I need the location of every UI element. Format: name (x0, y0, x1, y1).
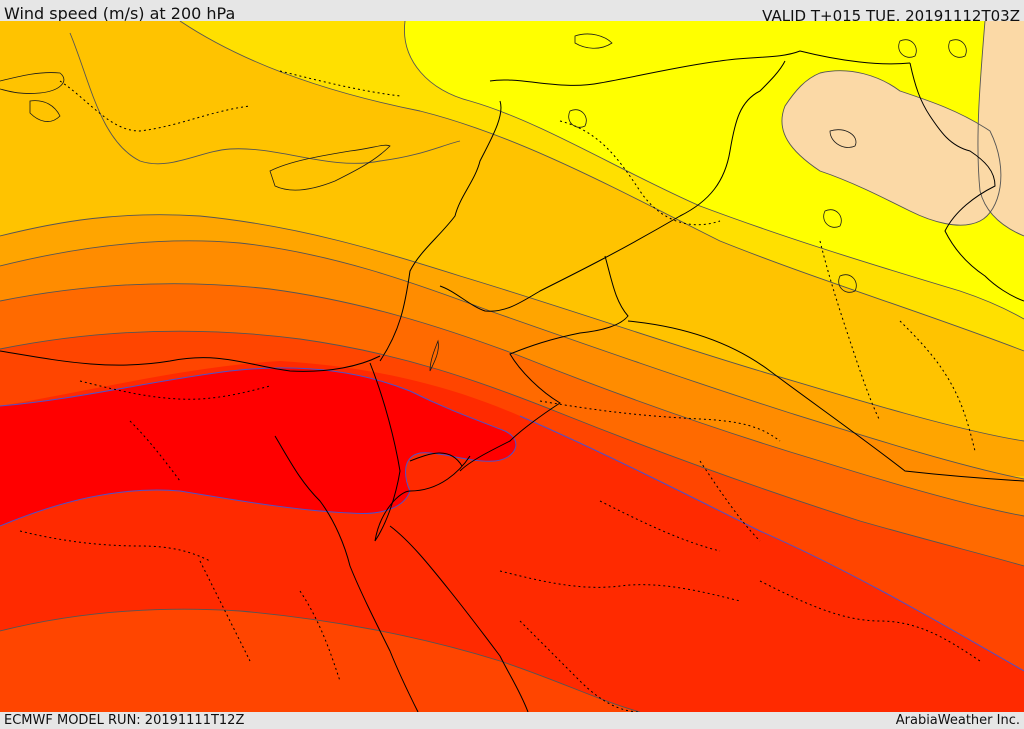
footer-bar: ECMWF MODEL RUN: 20191111T12Z ArabiaWeat… (0, 712, 1024, 729)
map-title: Wind speed (m/s) at 200 hPa (4, 4, 236, 23)
contour-lines (0, 21, 1024, 712)
header-bar: Wind speed (m/s) at 200 hPa VALID T+015 … (0, 0, 1024, 25)
band-orange-red-south (0, 609, 640, 712)
country-boundaries (0, 50, 1024, 712)
band-red-core (0, 367, 516, 526)
map-panel[interactable] (0, 21, 1024, 712)
band-pale-east (977, 21, 1024, 236)
coastlines (0, 33, 967, 372)
band-pale (781, 70, 1001, 226)
valid-time: VALID T+015 TUE. 20191112T03Z (762, 7, 1020, 25)
admin-boundaries (19, 70, 981, 712)
wind-speed-map[interactable] (0, 21, 1024, 712)
model-run: ECMWF MODEL RUN: 20191111T12Z (4, 713, 245, 728)
band-amber-nw (0, 21, 1024, 441)
credit: ArabiaWeather Inc. (895, 713, 1020, 728)
inner-contours (0, 367, 1024, 672)
